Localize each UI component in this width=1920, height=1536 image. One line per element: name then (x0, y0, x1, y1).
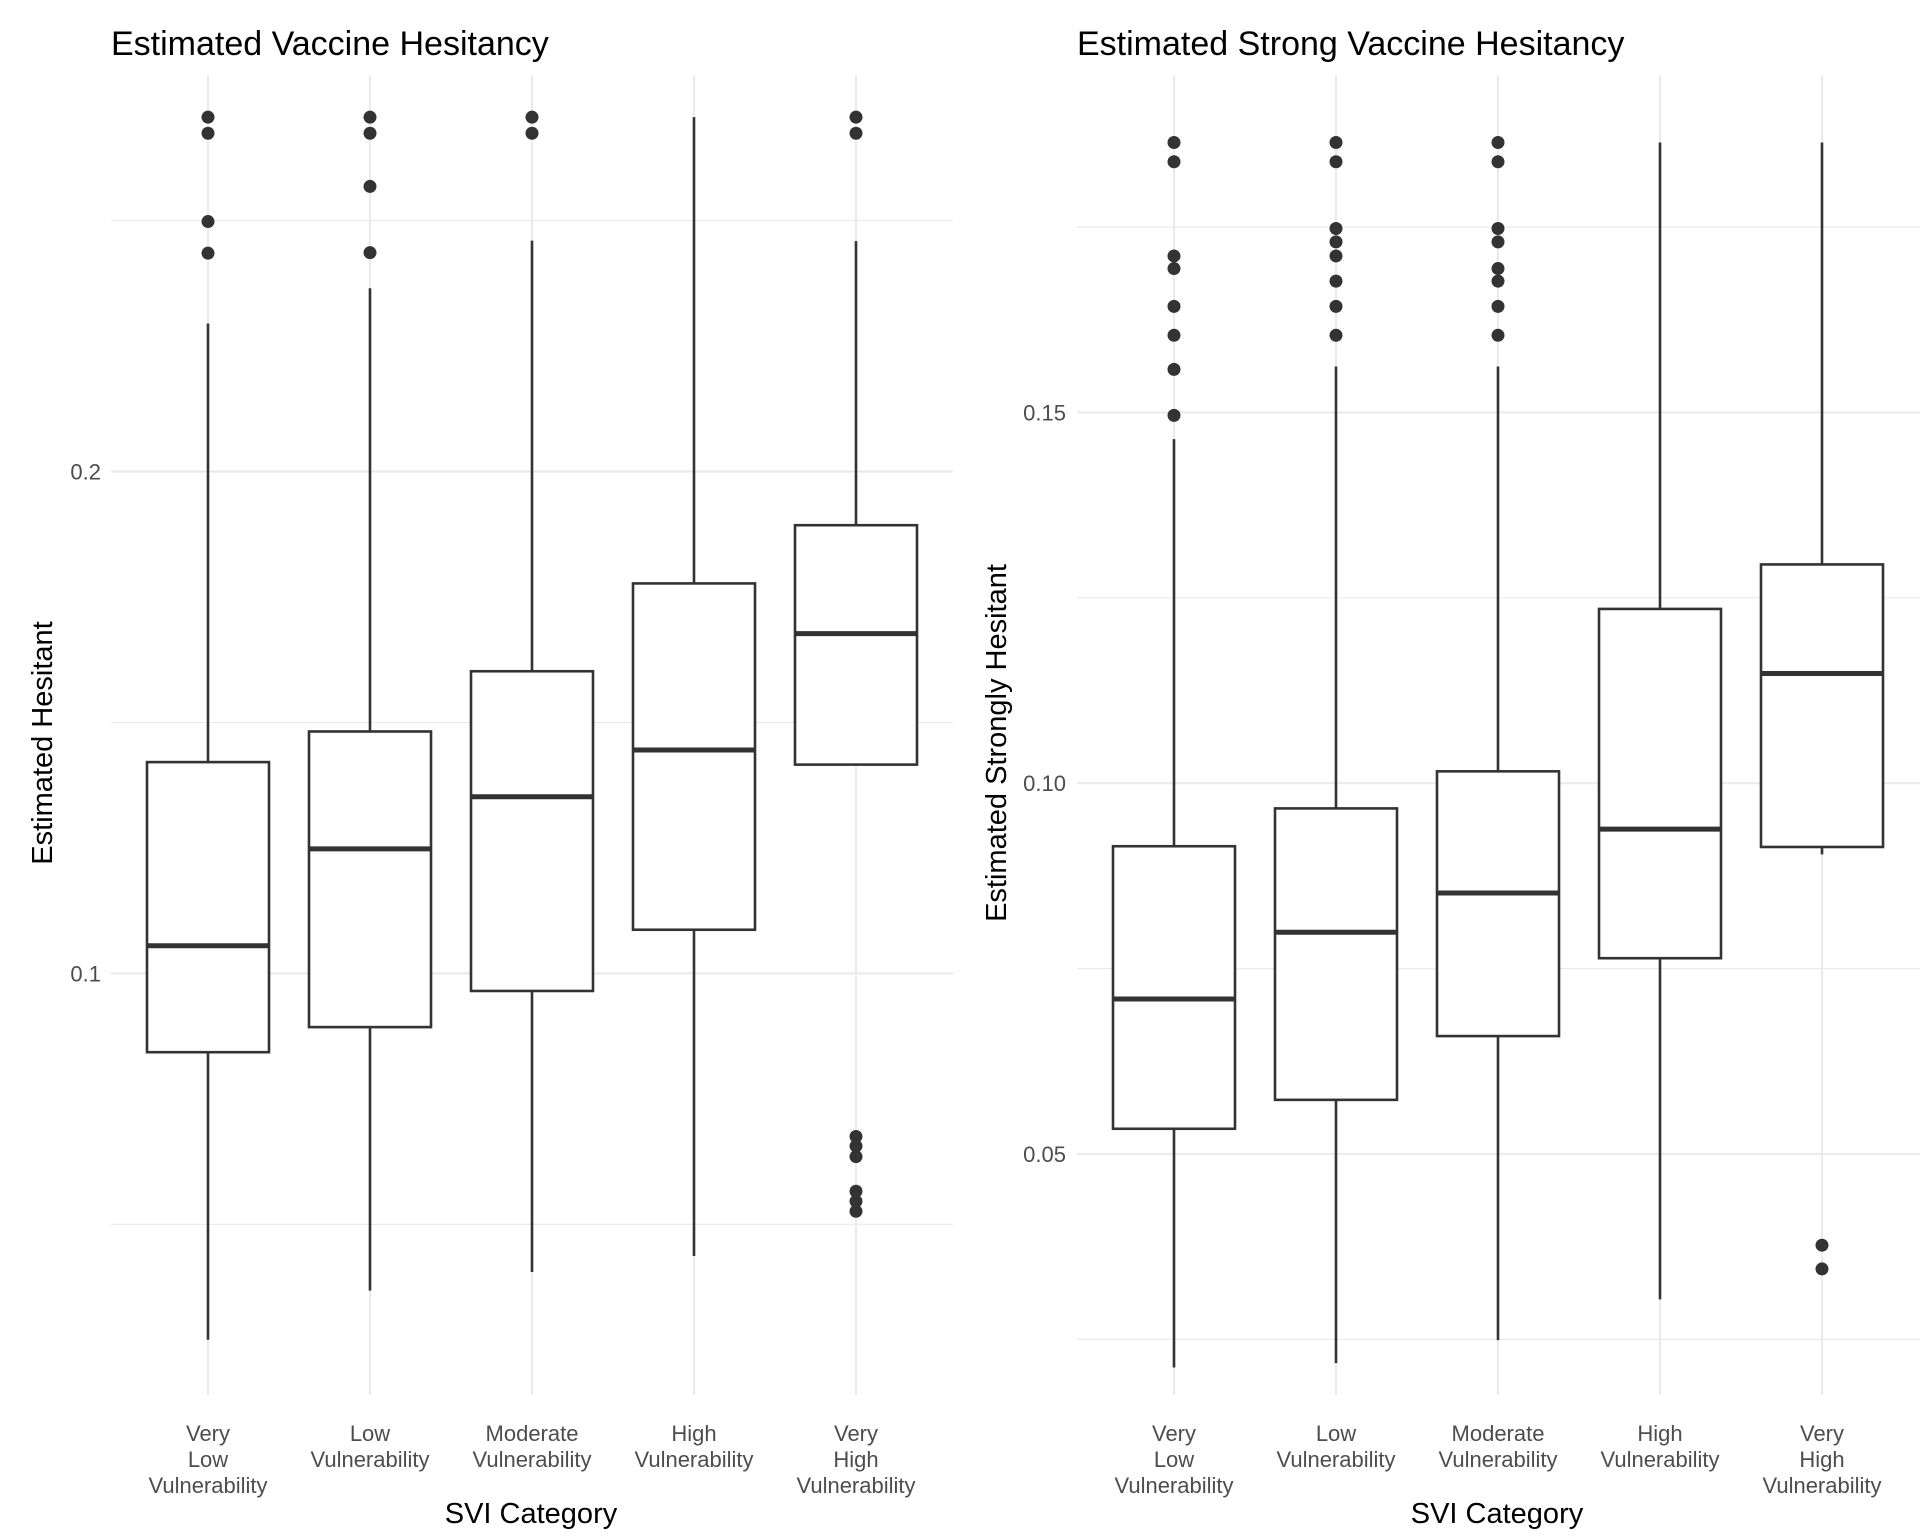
box-2 (1273, 135, 1399, 1364)
iqr-box (1435, 770, 1561, 1038)
chart-2-y-ticks: 0.05 0.10 0.15 (1023, 400, 1066, 1167)
outlier-point (849, 126, 863, 140)
outlier-point (363, 179, 377, 193)
x-tick-label: High Vulnerability (1600, 1421, 1719, 1472)
outlier-point (525, 126, 539, 140)
x-tick-label: Moderate Vulnerability (1438, 1421, 1557, 1472)
outlier-point (1491, 262, 1505, 276)
outlier-point (363, 246, 377, 260)
x-tick-label: Very High Vulnerability (796, 1421, 915, 1498)
x-tick-label: Low Vulnerability (310, 1421, 429, 1472)
outlier-point (1167, 408, 1181, 422)
iqr-box (631, 582, 757, 932)
outlier-point (1167, 135, 1181, 149)
chart-2-x-axis-title: SVI Category (1411, 1498, 1584, 1530)
outlier-point (201, 126, 215, 140)
chart-2-x-ticks: Very Low Vulnerability Low Vulnerability Mode… (1114, 1421, 1881, 1498)
outlier-point (1815, 1238, 1829, 1252)
box-3 (469, 110, 595, 1273)
outlier-point (849, 1194, 863, 1208)
outlier-point (1329, 135, 1343, 149)
chart-2-y-axis-title: Estimated Strongly Hesitant (981, 564, 1013, 922)
y-tick-label: 0.10 (1023, 771, 1066, 796)
outlier-point (1329, 222, 1343, 236)
y-tick-label: 0.1 (70, 961, 101, 986)
outlier-point (201, 246, 215, 260)
outlier-point (201, 110, 215, 124)
box-4 (1597, 142, 1723, 1300)
outlier-point (1491, 235, 1505, 249)
outlier-point (849, 1139, 863, 1153)
outlier-point (1329, 299, 1343, 313)
outlier-point (1815, 1262, 1829, 1276)
outlier-point (363, 110, 377, 124)
iqr-box (1273, 807, 1399, 1102)
iqr-box (145, 760, 271, 1054)
chart-1-x-axis-title: SVI Category (445, 1498, 618, 1530)
outlier-point (849, 1184, 863, 1198)
chart-1-title: Estimated Vaccine Hesitancy (111, 25, 549, 63)
y-tick-label: 0.2 (70, 460, 101, 485)
outlier-point (363, 126, 377, 140)
box-2 (307, 110, 433, 1291)
box-5 (1759, 142, 1885, 1276)
chart-panel-1: Estimated Vaccine Hesitancy 0.1 0.2 Very L… (27, 25, 953, 1530)
outlier-point (1329, 155, 1343, 169)
iqr-box (1759, 563, 1885, 849)
outlier-point (849, 1130, 863, 1144)
outlier-point (1491, 155, 1505, 169)
chart-2-title: Estimated Strong Vaccine Hesitancy (1077, 25, 1624, 63)
outlier-point (1167, 328, 1181, 342)
chart-1-x-ticks: Very Low Vulnerability Low Vulnerability Mode… (148, 1421, 915, 1498)
outlier-point (849, 1150, 863, 1164)
iqr-box (793, 523, 919, 766)
outlier-point (849, 110, 863, 124)
outlier-point (849, 1204, 863, 1218)
iqr-box (1597, 607, 1723, 960)
outlier-point (1491, 299, 1505, 313)
outlier-point (525, 110, 539, 124)
outlier-point (1491, 135, 1505, 149)
chart-1-y-axis-title: Estimated Hesitant (27, 621, 59, 864)
outlier-point (1329, 249, 1343, 263)
chart-1-y-ticks: 0.1 0.2 (70, 460, 101, 987)
iqr-box (469, 669, 595, 993)
x-tick-label: Moderate Vulnerability (472, 1421, 591, 1472)
outlier-point (1167, 362, 1181, 376)
outlier-point (201, 215, 215, 229)
box-1 (145, 110, 271, 1340)
outlier-point (1329, 274, 1343, 288)
x-tick-label: Very Low Vulnerability (1114, 1421, 1233, 1498)
outlier-point (1167, 262, 1181, 276)
iqr-box (307, 730, 433, 1029)
box-1 (1111, 135, 1237, 1368)
box-4 (631, 117, 757, 1256)
x-tick-label: Low Vulnerability (1276, 1421, 1395, 1472)
x-tick-label: Very High Vulnerability (1762, 1421, 1881, 1498)
outlier-point (1491, 328, 1505, 342)
outlier-point (1329, 235, 1343, 249)
chart-1-boxes (145, 110, 919, 1340)
box-3 (1435, 135, 1561, 1341)
chart-2-boxes (1111, 135, 1885, 1368)
outlier-point (1167, 299, 1181, 313)
outlier-point (1329, 328, 1343, 342)
outlier-point (1167, 155, 1181, 169)
outlier-point (1491, 274, 1505, 288)
iqr-box (1111, 844, 1237, 1131)
chart-panel-2: Estimated Strong Vaccine Hesitancy 0.050… (981, 25, 1920, 1530)
box-5 (793, 110, 919, 1218)
outlier-point (1491, 222, 1505, 236)
x-tick-label: High Vulnerability (634, 1421, 753, 1472)
y-tick-label: 0.15 (1023, 400, 1066, 425)
y-tick-label: 0.05 (1023, 1142, 1066, 1167)
x-tick-label: Very Low Vulnerability (148, 1421, 267, 1498)
outlier-point (1167, 249, 1181, 263)
